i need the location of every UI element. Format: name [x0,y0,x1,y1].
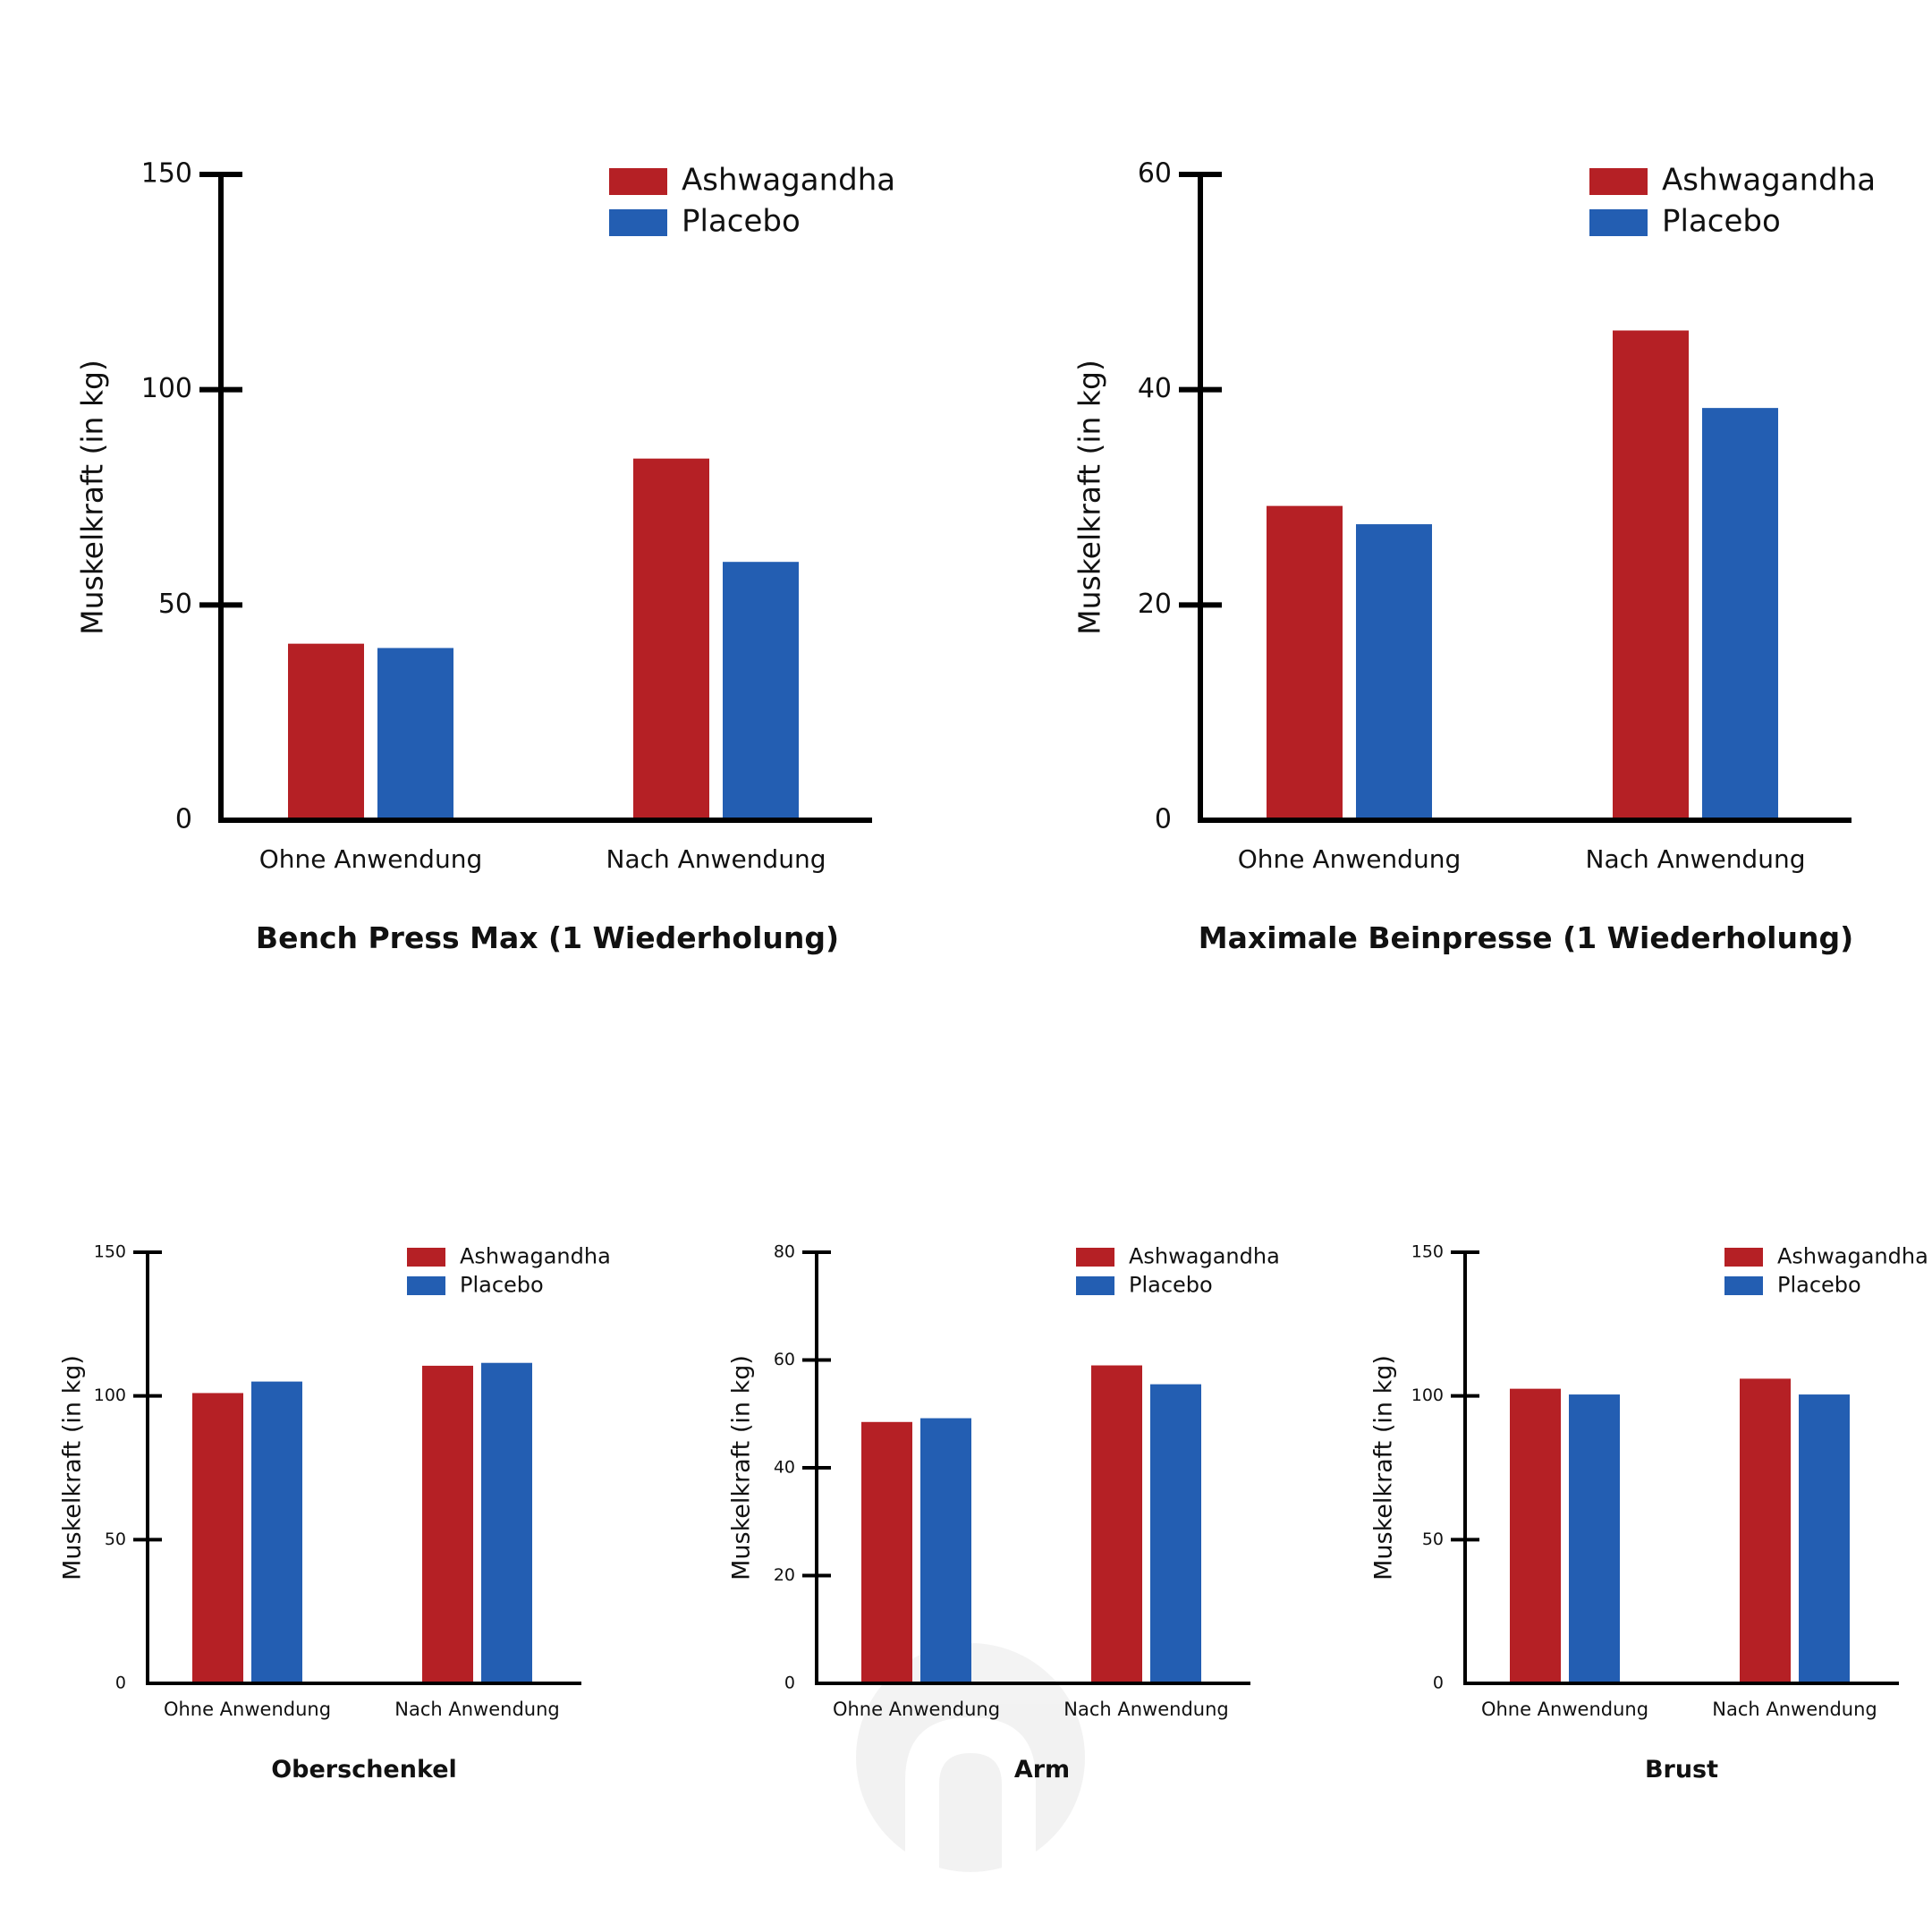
bar-placebo-ohne-anwendung [377,648,453,820]
legend-swatch-ashwagandha [1589,168,1648,195]
bar-placebo-ohne-anwendung [251,1381,302,1683]
y-tick-label: 40 [1138,373,1172,404]
legend-label-placebo: Placebo [1662,204,1781,240]
bar-placebo-ohne-anwendung [920,1418,971,1683]
legend-swatch-ashwagandha [609,168,667,195]
chart-bench-press-max-1-wiederholung: 0 50 100 150 Ohne Anwendung Nach Anwendung Mus… [75,158,896,956]
y-tick-label: 20 [774,1565,795,1585]
chart-title: Bench Press Max (1 Wiederholung) [256,920,839,955]
chart-title: Maximale Beinpresse (1 Wiederholung) [1199,920,1853,955]
y-tick-label: 0 [1433,1674,1444,1693]
y-tick-label: 0 [1155,804,1172,835]
y-tick-label: 60 [1138,158,1172,190]
y-axis-label: Muskelkraft (in kg) [75,360,110,635]
chart-brust: 0 50 100 150 Ohne Anwendung Nach Anwendung Mus… [1370,1242,1928,1784]
legend-swatch-placebo [407,1276,445,1295]
y-tick-label: 50 [1422,1530,1444,1549]
bar-placebo-nach-anwendung [723,562,799,820]
bar-ashwagandha-nach-anwendung [422,1365,473,1683]
y-tick-label: 100 [141,373,192,404]
y-tick-label: 0 [175,804,192,835]
y-axis-label: Muskelkraft (in kg) [59,1355,87,1580]
bar-placebo-nach-anwendung [1799,1394,1850,1683]
bar-ashwagandha-nach-anwendung [1740,1378,1791,1683]
chart-title: Oberschenkel [271,1756,457,1784]
y-tick-label: 0 [784,1674,795,1693]
legend-label-placebo: Placebo [1777,1273,1861,1298]
x-category-label: Nach Anwendung [1586,844,1806,874]
legend-swatch-placebo [1589,209,1648,236]
chart-arm: 0 20 40 60 80 Ohne Anwendung Nach Anwendung Mus… [728,1242,1280,1784]
x-category-label: Ohne Anwendung [1481,1699,1648,1720]
y-tick-label: 40 [774,1458,795,1478]
y-tick-label: 80 [774,1242,795,1262]
y-tick-label: 100 [1411,1385,1444,1405]
x-category-label: Ohne Anwendung [259,844,482,874]
legend-swatch-placebo [1724,1276,1763,1295]
x-category-label: Ohne Anwendung [833,1699,1000,1720]
legend-swatch-ashwagandha [1076,1248,1114,1267]
legend-swatch-ashwagandha [407,1248,445,1267]
legend-swatch-placebo [609,209,667,236]
chart-legend: Ashwagandha Placebo [407,1244,611,1298]
x-category-label: Ohne Anwendung [164,1699,331,1720]
bar-ashwagandha-ohne-anwendung [1510,1388,1561,1683]
y-tick-label: 150 [141,158,192,190]
bar-ashwagandha-ohne-anwendung [1267,505,1343,820]
legend-label-ashwagandha: Ashwagandha [682,163,895,199]
chart-title: Arm [1014,1756,1070,1784]
bar-placebo-nach-anwendung [481,1362,532,1683]
chart-title: Brust [1645,1756,1718,1784]
bar-ashwagandha-nach-anwendung [1613,330,1689,820]
x-category-label: Nach Anwendung [1063,1699,1228,1720]
legend-label-placebo: Placebo [1129,1273,1213,1298]
chart-legend: Ashwagandha Placebo [1724,1244,1928,1298]
bar-ashwagandha-nach-anwendung [1091,1365,1142,1683]
legend-label-ashwagandha: Ashwagandha [1129,1244,1280,1269]
bar-ashwagandha-ohne-anwendung [861,1421,912,1683]
y-tick-label: 150 [1411,1242,1444,1262]
y-tick-label: 100 [94,1385,126,1405]
y-axis-label: Muskelkraft (in kg) [1370,1355,1398,1580]
x-category-label: Nach Anwendung [606,844,826,874]
x-category-label: Nach Anwendung [1712,1699,1877,1720]
bar-ashwagandha-ohne-anwendung [192,1393,243,1683]
y-tick-label: 60 [774,1350,795,1369]
legend-label-placebo: Placebo [460,1273,544,1298]
chart-legend: Ashwagandha Placebo [1589,163,1876,240]
bar-ashwagandha-ohne-anwendung [288,643,364,820]
y-tick-label: 50 [158,589,192,620]
legend-label-ashwagandha: Ashwagandha [1777,1244,1928,1269]
chart-oberschenkel: 0 50 100 150 Ohne Anwendung Nach Anwendung Mus… [59,1242,611,1784]
x-category-label: Ohne Anwendung [1238,844,1461,874]
y-axis-label: Muskelkraft (in kg) [1072,360,1107,635]
chart-legend: Ashwagandha Placebo [609,163,895,240]
y-axis-label: Muskelkraft (in kg) [728,1355,756,1580]
bar-placebo-ohne-anwendung [1356,524,1432,820]
legend-label-ashwagandha: Ashwagandha [1662,163,1876,199]
x-category-label: Nach Anwendung [394,1699,559,1720]
legend-swatch-ashwagandha [1724,1248,1763,1267]
legend-label-placebo: Placebo [682,204,801,240]
bar-placebo-ohne-anwendung [1569,1394,1620,1683]
legend-label-ashwagandha: Ashwagandha [460,1244,611,1269]
legend-swatch-placebo [1076,1276,1114,1295]
bar-placebo-nach-anwendung [1702,408,1778,820]
y-tick-label: 0 [115,1674,126,1693]
y-tick-label: 150 [94,1242,126,1262]
y-tick-label: 20 [1138,589,1172,620]
bar-placebo-nach-anwendung [1150,1384,1201,1683]
bar-ashwagandha-nach-anwendung [633,458,709,820]
watermark-logo [856,1643,1085,1872]
chart-legend: Ashwagandha Placebo [1076,1244,1280,1298]
y-tick-label: 50 [105,1530,126,1549]
chart-maximale-beinpresse-1-wiederholung: 0 20 40 60 Ohne Anwendung Nach Anwendung Muske… [1072,158,1877,956]
